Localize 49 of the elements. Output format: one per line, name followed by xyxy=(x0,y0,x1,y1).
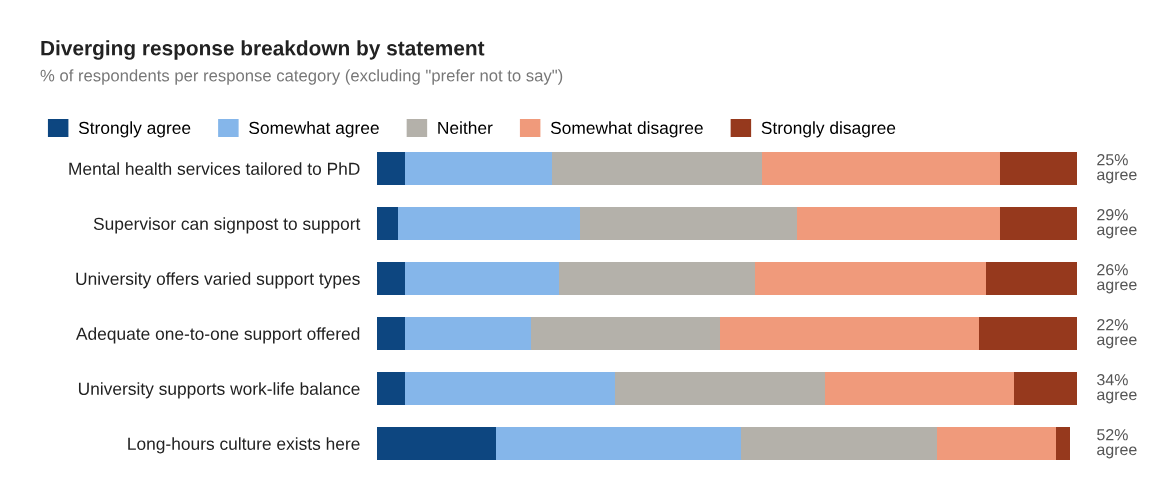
y-tick-label: Long-hours culture exists here xyxy=(128,437,360,454)
chart-subtitle: % of respondents per response category (excluding "prefer not to say") xyxy=(40,69,563,85)
chart-title: Diverging response breakdown by statement xyxy=(41,40,485,60)
bar xyxy=(405,372,615,405)
bar xyxy=(405,317,531,350)
bar xyxy=(797,207,1000,240)
y-tick-label: Mental health services tailored to PhD xyxy=(69,162,360,175)
bar xyxy=(615,372,825,405)
bar xyxy=(720,317,979,350)
bar xyxy=(986,262,1077,295)
legend-label: Somewhat disagree xyxy=(550,121,703,138)
legend-label: Strongly agree xyxy=(78,121,191,138)
bar xyxy=(377,372,405,405)
bar xyxy=(979,317,1077,350)
bar xyxy=(531,317,720,350)
bar xyxy=(1014,372,1077,405)
y-tick-label: University offers varied support types xyxy=(76,272,360,289)
bar xyxy=(377,317,405,350)
legend-label: Neither xyxy=(438,121,493,135)
bar xyxy=(937,427,1056,460)
bar xyxy=(825,372,1014,405)
text: 52% agree xyxy=(1097,429,1137,459)
text: 26% agree xyxy=(1097,264,1137,294)
y-tick-label: Adequate one-to-one support offered xyxy=(75,327,360,344)
bar xyxy=(552,152,762,185)
text: 22% agree xyxy=(1097,319,1137,349)
bar xyxy=(559,262,755,295)
bar xyxy=(496,427,741,460)
bar xyxy=(1056,427,1070,460)
bar xyxy=(762,152,1000,185)
bar xyxy=(580,207,797,240)
text: 34% agree xyxy=(1097,374,1137,404)
bar xyxy=(377,262,405,295)
bar xyxy=(741,427,937,460)
bar xyxy=(377,207,398,240)
bar xyxy=(377,152,405,185)
text: 29% agree xyxy=(1097,209,1137,239)
bar xyxy=(1000,207,1077,240)
bar xyxy=(377,427,496,460)
bar xyxy=(405,262,559,295)
bar xyxy=(1000,152,1077,185)
text: 25% agree xyxy=(1097,154,1137,184)
y-tick-label: University supports work-life balance xyxy=(78,382,360,399)
bar xyxy=(398,207,580,240)
y-tick-label: Supervisor can signpost to support xyxy=(93,217,361,234)
legend-label: Somewhat agree xyxy=(249,121,379,138)
bar xyxy=(755,262,986,295)
bar xyxy=(405,152,552,185)
legend-label: Strongly disagree xyxy=(761,121,896,138)
